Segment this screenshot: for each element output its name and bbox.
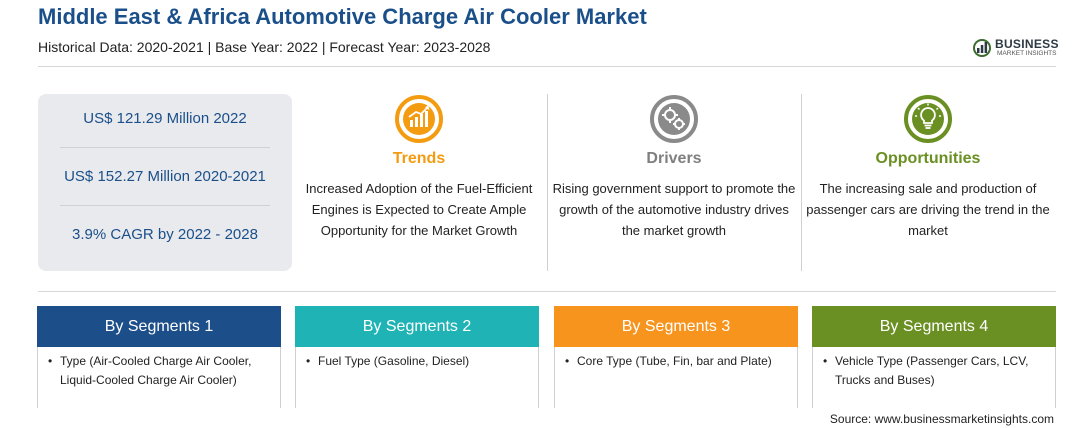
drivers-heading: Drivers bbox=[646, 150, 702, 167]
segment-1-text: Type (Air-Cooled Charge Air Cooler, Liqu… bbox=[60, 354, 252, 387]
section-divider bbox=[38, 291, 1056, 292]
lightbulb-icon bbox=[904, 95, 952, 143]
segment-2-text: Fuel Type (Gasoline, Diesel) bbox=[318, 354, 470, 368]
gears-icon bbox=[650, 95, 698, 143]
logo-text-secondary: MARKET INSIGHTS bbox=[997, 50, 1057, 57]
column-divider bbox=[547, 94, 548, 271]
drivers-description: Rising government support to promote the… bbox=[552, 181, 796, 238]
bullet-marker: • bbox=[306, 354, 311, 368]
segment-3-text: Core Type (Tube, Fin, bar and Plate) bbox=[577, 354, 772, 368]
stat-market-size-2022: US$ 121.29 Million 2022 bbox=[83, 110, 247, 127]
segment-4-title: By Segments 4 bbox=[812, 306, 1056, 347]
segment-4-body: • Vehicle Type (Passenger Cars, LCV, Tru… bbox=[812, 347, 1056, 408]
stats-panel: US$ 121.29 Million 2022 US$ 152.27 Milli… bbox=[38, 94, 292, 271]
business-market-insights-logo: BUSINESS MARKET INSIGHTS bbox=[972, 36, 1062, 60]
segment-3-body: • Core Type (Tube, Fin, bar and Plate) bbox=[554, 347, 798, 408]
trends-heading: Trends bbox=[392, 150, 446, 167]
segment-1-body: • Type (Air-Cooled Charge Air Cooler, Li… bbox=[37, 347, 281, 408]
segment-2-title: By Segments 2 bbox=[295, 306, 539, 347]
bullet-marker: • bbox=[565, 354, 570, 368]
segment-card-2: By Segments 2 • Fuel Type (Gasoline, Die… bbox=[295, 306, 539, 408]
stat-divider bbox=[60, 205, 270, 206]
source-citation: Source: www.businessmarketinsights.com bbox=[829, 412, 1054, 426]
segment-1-title: By Segments 1 bbox=[37, 306, 281, 347]
page-title: Middle East & Africa Automotive Charge A… bbox=[38, 4, 647, 29]
bullet-marker: • bbox=[823, 354, 828, 368]
segment-card-1: By Segments 1 • Type (Air-Cooled Charge … bbox=[37, 306, 281, 408]
opportunities-description: The increasing sale and production of pa… bbox=[806, 181, 1050, 238]
stat-historical-value: US$ 152.27 Million 2020-2021 bbox=[64, 168, 266, 185]
column-divider bbox=[801, 94, 802, 271]
header-divider bbox=[38, 66, 1056, 67]
segment-2-body: • Fuel Type (Gasoline, Diesel) bbox=[295, 347, 539, 408]
segment-card-3: By Segments 3 • Core Type (Tube, Fin, ba… bbox=[554, 306, 798, 408]
segment-4-text: Vehicle Type (Passenger Cars, LCV, Truck… bbox=[835, 354, 1029, 387]
trend-chart-icon bbox=[395, 95, 443, 143]
stat-divider bbox=[60, 147, 270, 148]
segment-card-4: By Segments 4 • Vehicle Type (Passenger … bbox=[812, 306, 1056, 408]
page-subtitle: Historical Data: 2020-2021 | Base Year: … bbox=[38, 39, 491, 55]
logo-text-primary: BUSINESS bbox=[995, 37, 1059, 51]
globe-logo-icon bbox=[973, 39, 991, 57]
bullet-marker: • bbox=[48, 354, 53, 368]
segment-3-title: By Segments 3 bbox=[554, 306, 798, 347]
trends-description: Increased Adoption of the Fuel-Efficient… bbox=[305, 181, 533, 238]
opportunities-heading: Opportunities bbox=[875, 150, 981, 167]
stat-cagr: 3.9% CAGR by 2022 - 2028 bbox=[72, 226, 258, 243]
